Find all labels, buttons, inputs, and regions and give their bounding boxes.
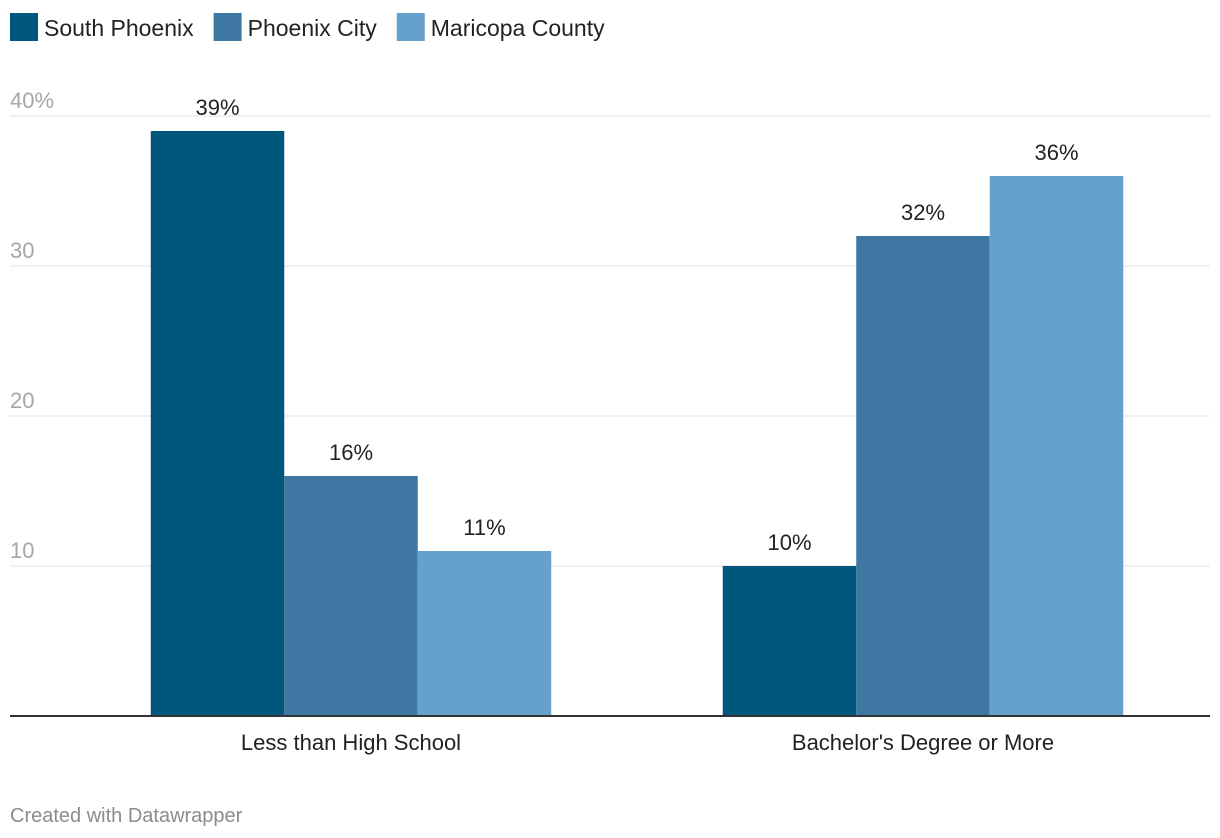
legend: South Phoenix Phoenix City Maricopa County	[10, 13, 605, 41]
legend-label[interactable]: Maricopa County	[431, 15, 605, 41]
bar[interactable]	[722, 566, 857, 716]
x-axis-category-labels: Less than High School Bachelor's Degree o…	[241, 730, 1054, 755]
bar-value-label: 39%	[195, 95, 239, 120]
bar-value-label: 32%	[901, 200, 945, 225]
y-tick-label: 10	[10, 538, 34, 563]
bar[interactable]	[856, 236, 990, 716]
legend-label[interactable]: Phoenix City	[248, 15, 378, 41]
legend-swatch[interactable]	[396, 13, 425, 41]
bar-value-labels: 39% 16% 11% 10% 32% 36%	[195, 95, 1078, 555]
x-category-label: Less than High School	[241, 730, 461, 755]
bars	[150, 131, 1124, 716]
bar-value-label: 10%	[767, 530, 811, 555]
y-tick-label: 20	[10, 388, 34, 413]
bar[interactable]	[989, 176, 1124, 716]
bar-value-label: 11%	[463, 515, 505, 540]
y-tick-label: 30	[10, 238, 34, 263]
bar-value-label: 36%	[1034, 140, 1078, 165]
y-tick-label: 40%	[10, 88, 54, 113]
bar[interactable]	[417, 551, 552, 716]
credit-text[interactable]: Created with Datawrapper	[10, 805, 243, 827]
x-category-label: Bachelor's Degree or More	[792, 730, 1054, 755]
bar[interactable]	[150, 131, 285, 716]
bar-value-label: 16%	[329, 440, 373, 465]
bar[interactable]	[284, 476, 418, 716]
legend-swatch[interactable]	[10, 13, 38, 41]
legend-swatch[interactable]	[213, 13, 242, 41]
legend-label[interactable]: South Phoenix	[44, 15, 194, 41]
y-axis-ticks: 10 20 30 40%	[10, 88, 54, 563]
